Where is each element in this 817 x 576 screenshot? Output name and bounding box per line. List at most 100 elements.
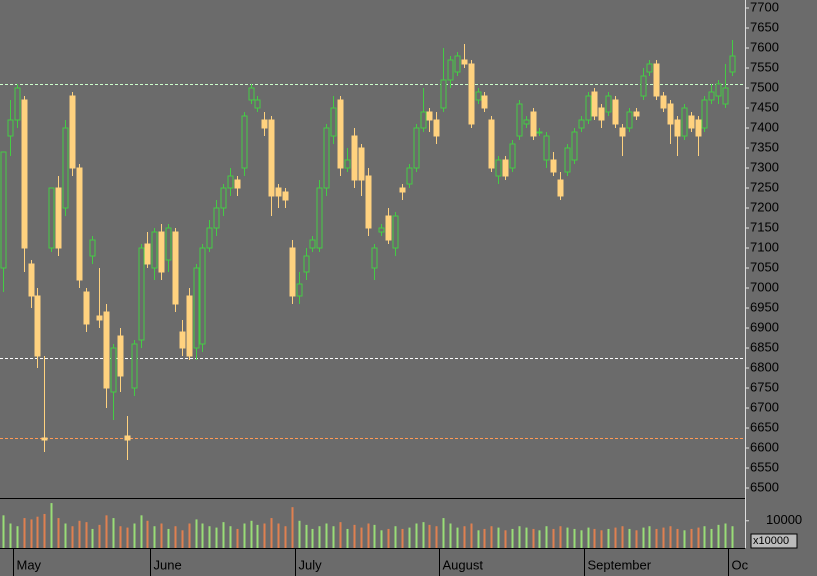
- candle-body: [268, 119, 275, 197]
- candle-body: [199, 247, 206, 345]
- candle-body: [14, 87, 21, 121]
- y-tick-label: 6750: [750, 379, 779, 394]
- y-tick-label: 7500: [750, 79, 779, 94]
- candle-body: [179, 331, 186, 349]
- candle-body: [591, 91, 598, 117]
- candle-body: [406, 167, 413, 185]
- y-tick-label: 7100: [750, 239, 779, 254]
- candle-body: [261, 119, 268, 129]
- candle-body: [413, 127, 420, 169]
- candle-body: [282, 191, 289, 201]
- y-tick-label: 7650: [750, 19, 779, 34]
- candle-body: [701, 99, 708, 129]
- candle-body: [708, 91, 715, 101]
- candle-body: [530, 111, 537, 137]
- y-tick-label: 6500: [750, 479, 779, 494]
- candle-body: [454, 55, 461, 73]
- y-tick-label: 7150: [750, 219, 779, 234]
- candle-body: [371, 247, 378, 269]
- y-tick-label: 7300: [750, 159, 779, 174]
- candle-body: [34, 295, 41, 357]
- candle-body: [516, 103, 523, 137]
- y-tick-label: 7400: [750, 119, 779, 134]
- candle-body: [605, 95, 612, 113]
- candle-body: [365, 175, 372, 229]
- candle-body: [481, 95, 488, 109]
- candle-body: [96, 315, 103, 321]
- candle-body: [688, 115, 695, 129]
- candle-body: [89, 239, 96, 257]
- candle-body: [523, 119, 530, 125]
- month-label: July: [299, 557, 323, 572]
- candle-body: [220, 187, 227, 209]
- y-tick-label: 7200: [750, 199, 779, 214]
- candle-body: [48, 187, 55, 249]
- candle-body: [488, 119, 495, 169]
- candle-body: [495, 159, 502, 177]
- volume-unit: x10000: [753, 535, 789, 547]
- month-label: September: [588, 557, 652, 572]
- candle-body: [729, 55, 736, 73]
- y-tick-label: 7000: [750, 279, 779, 294]
- candle-body: [83, 291, 90, 325]
- candle-body: [172, 231, 179, 305]
- y-tick-label: 7350: [750, 139, 779, 154]
- candle-body: [543, 135, 550, 161]
- candle-body: [21, 99, 28, 249]
- candle-body: [227, 175, 234, 189]
- candle-body: [41, 437, 48, 441]
- candle-body: [144, 243, 151, 265]
- candle-body: [206, 227, 213, 249]
- candle-body: [674, 119, 681, 137]
- candle-body: [378, 227, 385, 233]
- candle-body: [186, 295, 193, 357]
- y-tick-label: 6850: [750, 339, 779, 354]
- y-tick-label: 6700: [750, 399, 779, 414]
- month-label: Oc: [732, 557, 749, 572]
- candle-body: [564, 147, 571, 173]
- candle-body: [557, 179, 564, 197]
- candle-body: [722, 87, 729, 105]
- month-label: August: [443, 557, 484, 572]
- candle-body: [426, 111, 433, 121]
- candle-body: [316, 187, 323, 249]
- candle-body: [28, 263, 35, 297]
- candle-body: [103, 311, 110, 389]
- candle-body: [275, 187, 282, 197]
- candle-body: [296, 283, 303, 297]
- candle-body: [385, 215, 392, 241]
- candle-body: [234, 179, 241, 189]
- candle-body: [626, 111, 633, 129]
- candle-body: [344, 159, 351, 169]
- candle-body: [571, 131, 578, 161]
- candle-body: [461, 59, 468, 65]
- candle-body: [0, 151, 7, 269]
- unit-box: [750, 533, 798, 549]
- y-tick-label: 6950: [750, 299, 779, 314]
- candle-body: [358, 147, 365, 181]
- candle-body: [695, 119, 702, 137]
- candle-body: [475, 91, 482, 101]
- candle-body: [715, 83, 722, 97]
- y-tick-label: 7550: [750, 59, 779, 74]
- month-label: June: [154, 557, 182, 572]
- candle-body: [598, 107, 605, 121]
- candle-body: [241, 115, 248, 169]
- candle-body: [433, 119, 440, 137]
- y-tick-label: 6550: [750, 459, 779, 474]
- candle-body: [633, 111, 640, 117]
- candle-body: [585, 95, 592, 121]
- candle-body: [681, 107, 688, 137]
- candle-body: [213, 207, 220, 229]
- candle-body: [289, 247, 296, 297]
- candle-body: [502, 159, 509, 177]
- candle-body: [640, 75, 647, 97]
- candle-body: [468, 63, 475, 125]
- candle-body: [509, 143, 516, 169]
- candle-body: [660, 95, 667, 109]
- candle-body: [55, 187, 62, 249]
- y-tick-label: 7050: [750, 259, 779, 274]
- candle-body: [151, 231, 158, 269]
- candle-body: [619, 127, 626, 137]
